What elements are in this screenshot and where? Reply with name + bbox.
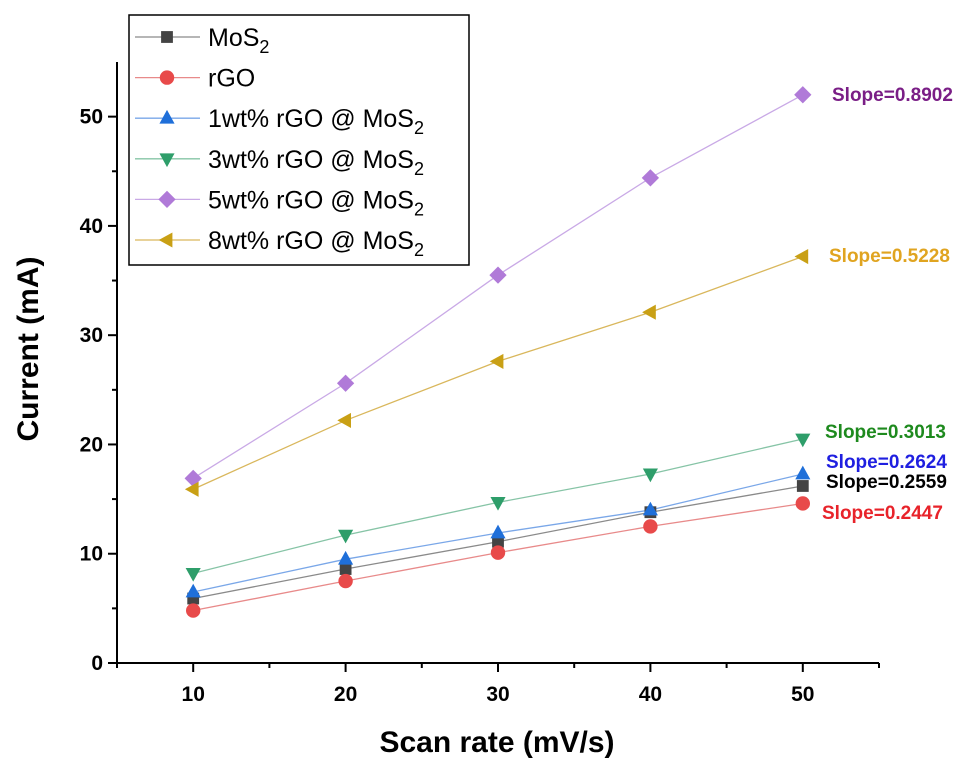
- x-tick-label: 50: [791, 683, 814, 706]
- data-point: [795, 496, 810, 511]
- slope-annotation: Slope=0.3013: [825, 422, 946, 443]
- data-point: [185, 567, 201, 582]
- x-tick-label: 10: [182, 683, 205, 706]
- data-point: [489, 353, 504, 369]
- data-point: [490, 496, 506, 511]
- data-point: [489, 266, 507, 284]
- y-tick-label: 0: [91, 652, 103, 675]
- data-point: [338, 573, 353, 589]
- y-tick-label: 20: [80, 433, 103, 456]
- data-point: [641, 169, 660, 187]
- legend-marker: [158, 232, 173, 248]
- x-tick-label: 30: [486, 683, 509, 706]
- data-point: [643, 519, 658, 534]
- data-point: [795, 465, 811, 480]
- x-tick-label: 20: [334, 683, 357, 706]
- legend-marker: [159, 70, 175, 85]
- legend-label: 1wt% rGO @ MoS2: [208, 105, 424, 138]
- legend-label: 5wt% rGO @ MoS2: [208, 186, 424, 219]
- data-point: [490, 524, 506, 539]
- data-point: [337, 412, 351, 428]
- legend-marker: [158, 190, 176, 209]
- data-point: [795, 433, 811, 448]
- y-axis-title: Current (mA): [12, 257, 45, 442]
- slope-annotations: Slope=0.2559 Slope=0.2447 Slope=0.2624 Slop…: [822, 85, 953, 524]
- legend-label: 3wt% rGO @ MoS2: [208, 146, 424, 179]
- data-point: [186, 603, 201, 618]
- legend-label: 8wt% rGO @ MoS2: [208, 227, 424, 260]
- data-point: [338, 550, 354, 565]
- y-tick-label: 10: [80, 543, 103, 566]
- slope-annotation: Slope=0.8902: [832, 85, 953, 106]
- y-tick-label: 50: [80, 106, 103, 129]
- y-tick-label: 40: [80, 215, 103, 238]
- data-point: [490, 545, 506, 560]
- data-point: [642, 468, 658, 483]
- slope-annotation: Slope=0.5228: [829, 246, 950, 267]
- data-point: [185, 583, 201, 598]
- legend-box: [128, 14, 470, 266]
- y-tick-label: 30: [80, 324, 103, 347]
- legend-marker: [159, 109, 175, 124]
- series-line: [192, 255, 804, 490]
- data-point: [796, 480, 809, 492]
- legend-marker: [159, 153, 175, 168]
- data-point: [184, 481, 199, 497]
- legend: MoS2 rGO 1wt% rGO @ MoS2 3wt% rGO @ MoS2 5wt…: [128, 14, 470, 266]
- data-point: [187, 592, 200, 605]
- x-axis-title: Scan rate (mV/s): [379, 726, 614, 759]
- data-point: [184, 469, 202, 487]
- data-point: [336, 374, 355, 392]
- data-point: [794, 86, 812, 104]
- x-tick-label: 40: [639, 683, 662, 706]
- data-point: [338, 529, 354, 544]
- plot-area: [184, 86, 812, 618]
- data-point: [492, 535, 504, 548]
- data-point: [794, 248, 809, 265]
- data-point: [339, 563, 352, 575]
- legend-label: rGO: [208, 65, 255, 93]
- axes: 10 20 30 40 50 0 10 20 30 40 50: [80, 62, 880, 706]
- slope-annotation: Slope=0.2559: [826, 472, 947, 493]
- slope-annotation: Slope=0.2447: [822, 503, 943, 524]
- legend-marker: [161, 31, 173, 43]
- slope-annotation: Slope=0.2624: [826, 452, 947, 473]
- data-point: [642, 304, 656, 320]
- legend-label: MoS2: [208, 24, 269, 57]
- data-point: [642, 501, 658, 516]
